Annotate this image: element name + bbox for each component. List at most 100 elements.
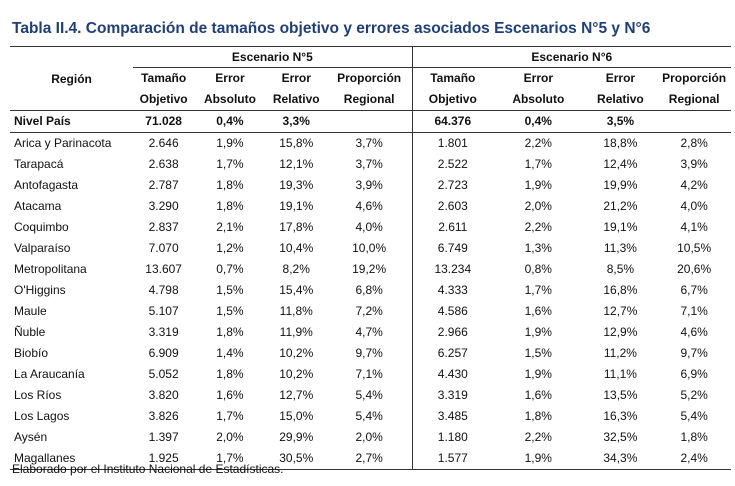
scenario5-absolute-error-cell: 1,7% (194, 448, 266, 470)
scenario6-regional-share-cell: 4,6% (680, 325, 708, 339)
table-row: O'Higgins 4.798 1,5% 15,4% 6,8% 4.333 1,7% 16,8… (10, 280, 731, 301)
scenario6-target-size-cell: 2.723 (411, 175, 494, 196)
region-cell: Los Ríos (14, 388, 62, 402)
scenario6-regional-share-cell (657, 110, 731, 133)
scenario5-target-size-cell: 5.052 (148, 367, 179, 381)
header-line-1: Error (215, 71, 245, 85)
scenario5-regional-share-cell (326, 110, 413, 133)
scenario5-relative-error-cell: 15,4% (279, 283, 314, 297)
scenario5-absolute-error-cell: 2,0% (216, 430, 244, 444)
scenario6-relative-error-cell: 32,5% (603, 430, 638, 444)
region-cell: Metropolitana (14, 262, 87, 276)
scenario6-target-size-cell: 4.430 (411, 364, 494, 385)
scenario6-relative-error-cell: 16,8% (603, 283, 638, 297)
scenario5-target-size-cell: 4.798 (148, 283, 179, 297)
scenario5-relative-error-cell: 12,7% (279, 388, 314, 402)
scenario6-relative-error-cell: 34,3% (583, 448, 658, 470)
scenario5-absolute-error-cell: 1,9% (216, 136, 244, 150)
scenario5-regional-share-cell: 19,2% (352, 262, 387, 276)
scenario5-regional-share-cell: 4,0% (355, 220, 383, 234)
scenario6-regional-share-cell: 6,9% (680, 367, 708, 381)
scenario5-regional-share-cell: 7,1% (355, 367, 383, 381)
region-cell: Ñuble (14, 325, 46, 339)
scenario5-target-size-cell: 2.837 (148, 220, 179, 234)
scenario6-relative-error-cell: 11,1% (603, 367, 637, 381)
table-title: Tabla II.4. Comparación de tamaños objet… (12, 20, 651, 37)
scenario6-relative-error-cell: 12,9% (603, 325, 638, 339)
scenario6-target-size-cell: 1.577 (411, 448, 494, 470)
scenario5-relative-error-cell: 15,0% (279, 409, 314, 423)
region-cell: La Araucanía (14, 367, 85, 381)
region-cell: Coquimbo (14, 220, 69, 234)
scenario5-relative-error-cell: 29,9% (279, 430, 314, 444)
scenario5-regional-share-cell: 6,8% (355, 283, 383, 297)
scenario5-relative-error-cell: 10,4% (279, 241, 314, 255)
scenario5-regional-share-cell: 10,0% (352, 241, 387, 255)
scenario6-target-size-header: Tamaño Objetivo (411, 67, 494, 111)
table-row: Ñuble 3.319 1,8% 11,9% 4,7% 2.966 1,9% 12,9% 4,6… (10, 322, 731, 343)
scenario6-absolute-error-cell: 1,9% (493, 448, 584, 470)
scenario5-regional-share-cell: 4,6% (355, 199, 383, 213)
region-cell: Tarapacá (14, 157, 64, 171)
scenario5-target-size-cell: 2.646 (148, 136, 179, 150)
scenario5-regional-share-cell: 7,2% (355, 304, 383, 318)
scenario6-absolute-error-cell: 1,7% (524, 157, 552, 171)
scenario5-regional-share-cell: 3,9% (355, 178, 383, 192)
header-line-1: Proporción (337, 71, 402, 85)
region-cell: Valparaíso (14, 241, 71, 255)
scenario6-regional-share-cell: 20,6% (677, 262, 712, 276)
header-line-1: Error (605, 71, 636, 85)
scenario5-relative-error-cell: 10,2% (279, 346, 314, 360)
scenario6-regional-share-cell: 2,4% (657, 448, 731, 470)
scenario5-regional-share-cell: 3,7% (355, 136, 383, 150)
region-cell: Aysén (14, 430, 48, 444)
scenario6-regional-share-cell: 4,0% (680, 199, 708, 213)
scenario6-relative-error-cell: 18,8% (603, 136, 638, 150)
scenario5-target-size-cell: 3.820 (148, 388, 179, 402)
scenario6-relative-error-cell: 12,7% (603, 304, 638, 318)
scenario5-target-size-cell: 71.028 (133, 110, 195, 133)
region-cell: Nivel País (10, 110, 134, 133)
region-cell: Magallanes (10, 448, 134, 470)
scenario5-absolute-error-cell: 1,8% (216, 367, 244, 381)
scenario5-relative-error-cell: 11,9% (279, 325, 313, 339)
scenario5-relative-error-cell: 8,2% (282, 262, 310, 276)
scenario5-header: Escenario N°5 (133, 46, 413, 68)
header-row-scenarios: Región Escenario N°5 Escenario N°6 (10, 46, 731, 111)
header-row-columns: Tamaño Objetivo Error Absoluto Error Relativo… (10, 67, 731, 111)
header-line-1: Error (281, 71, 311, 85)
scenario5-absolute-error-cell: 0,7% (216, 262, 244, 276)
table-row: La Araucanía 5.052 1,8% 10,2% 7,1% 4.430 1,9% 1… (10, 364, 731, 385)
scenario6-absolute-error-cell: 1,9% (524, 367, 552, 381)
scenario5-target-size-cell: 7.070 (148, 241, 179, 255)
scenario6-regional-share-cell: 2,8% (680, 136, 708, 150)
scenario5-relative-error-cell: 30,5% (265, 448, 327, 470)
region-cell: Maule (14, 304, 47, 318)
scenario5-relative-error-cell: 15,8% (279, 136, 314, 150)
scenario6-target-size-cell: 13.234 (411, 259, 494, 280)
scenario6-target-size-cell: 2.603 (411, 196, 494, 217)
region-cell: Antofagasta (14, 178, 79, 192)
header-line-2: Absoluto (512, 92, 565, 106)
scenario6-target-size-cell: 6.257 (411, 343, 494, 364)
scenario6-target-size-cell: 3.319 (411, 385, 494, 406)
scenario6-regional-share-cell: 4,1% (680, 220, 708, 234)
scenario6-regional-share-cell: 6,7% (680, 283, 708, 297)
scenario6-absolute-error-cell: 1,6% (524, 388, 552, 402)
scenario5-regional-share-cell: 9,7% (355, 346, 383, 360)
header-line-2: Relativo (272, 92, 320, 106)
scenario5-target-size-cell: 13.607 (145, 262, 182, 276)
scenario5-absolute-error-cell: 0,4% (194, 110, 266, 133)
scenario5-relative-error-cell: 11,8% (279, 304, 313, 318)
table-row: Atacama 3.290 1,8% 19,1% 4,6% 2.603 2,0% 21,2% 4… (10, 196, 731, 217)
scenario6-absolute-error-cell: 1,7% (524, 283, 552, 297)
table-row: Biobío 6.909 1,4% 10,2% 9,7% 6.257 1,5% 11,2% 9,… (10, 343, 731, 364)
table-row: Los Ríos 3.820 1,6% 12,7% 5,4% 3.319 1,6% 13,5%… (10, 385, 731, 406)
scenario6-relative-error-cell: 11,2% (603, 346, 637, 360)
scenario5-regional-share-cell: 4,7% (355, 325, 383, 339)
table-row: Coquimbo 2.837 2,1% 17,8% 4,0% 2.611 2,2% 19,1%… (10, 217, 731, 238)
header-line-2: Regional (668, 92, 720, 106)
header-line-1: Tamaño (141, 71, 187, 85)
scenario6-regional-share-cell: 7,1% (680, 304, 708, 318)
scenario6-header: Escenario N°6 (411, 46, 731, 68)
